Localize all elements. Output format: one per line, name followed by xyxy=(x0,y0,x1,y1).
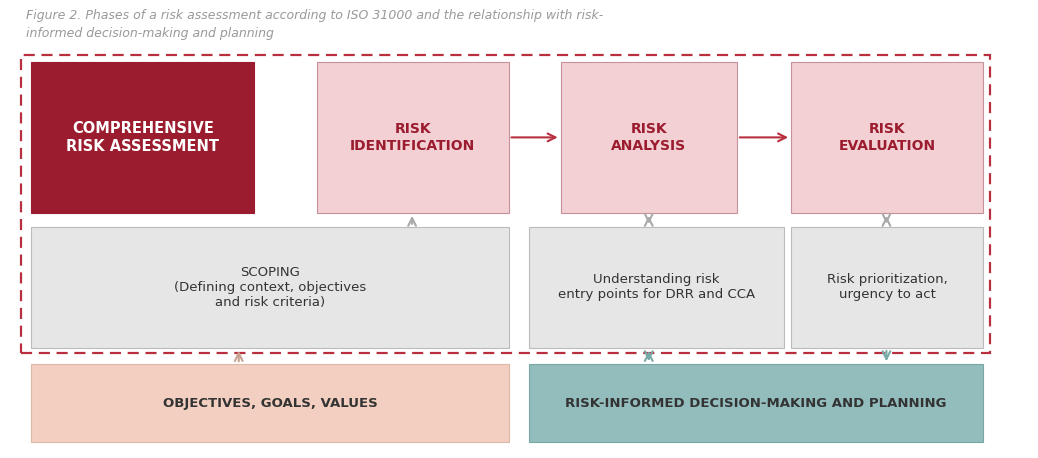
FancyBboxPatch shape xyxy=(317,62,509,213)
Text: Understanding risk
entry points for DRR and CCA: Understanding risk entry points for DRR … xyxy=(558,273,755,301)
Text: informed decision-making and planning: informed decision-making and planning xyxy=(26,27,274,40)
FancyBboxPatch shape xyxy=(561,62,737,213)
FancyBboxPatch shape xyxy=(529,227,784,348)
Text: OBJECTIVES, GOALS, VALUES: OBJECTIVES, GOALS, VALUES xyxy=(163,397,377,409)
Text: RISK
ANALYSIS: RISK ANALYSIS xyxy=(611,122,686,153)
Text: Figure 2. Phases of a risk assessment according to ISO 31000 and the relationshi: Figure 2. Phases of a risk assessment ac… xyxy=(26,9,603,22)
Text: RISK-INFORMED DECISION-MAKING AND PLANNING: RISK-INFORMED DECISION-MAKING AND PLANNI… xyxy=(566,397,947,409)
Text: Risk prioritization,
urgency to act: Risk prioritization, urgency to act xyxy=(826,273,948,301)
FancyBboxPatch shape xyxy=(31,227,509,348)
Text: RISK
IDENTIFICATION: RISK IDENTIFICATION xyxy=(350,122,475,153)
Text: SCOPING
(Defining context, objectives
and risk criteria): SCOPING (Defining context, objectives an… xyxy=(173,266,366,309)
FancyBboxPatch shape xyxy=(31,364,509,442)
Text: RISK
EVALUATION: RISK EVALUATION xyxy=(839,122,935,153)
FancyBboxPatch shape xyxy=(31,62,254,213)
FancyBboxPatch shape xyxy=(791,62,983,213)
FancyBboxPatch shape xyxy=(791,227,983,348)
Text: COMPREHENSIVE
RISK ASSESSMENT: COMPREHENSIVE RISK ASSESSMENT xyxy=(66,121,219,153)
FancyBboxPatch shape xyxy=(529,364,983,442)
